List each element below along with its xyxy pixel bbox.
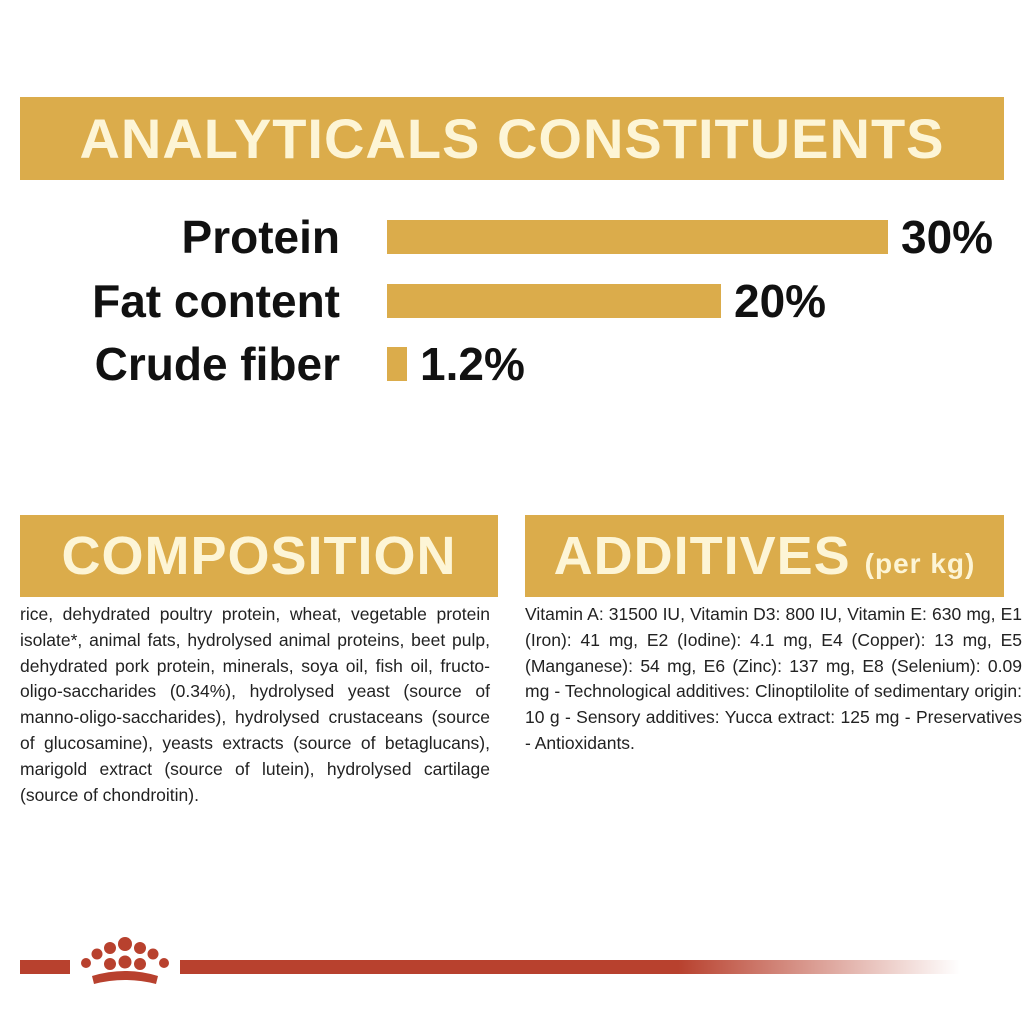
bar bbox=[387, 283, 721, 318]
category-label: Fat content bbox=[92, 274, 340, 327]
category-label: Crude fiber bbox=[94, 338, 340, 390]
value-label: 1.2% bbox=[420, 338, 525, 390]
bar bbox=[387, 347, 408, 381]
header-banner: ANALYTICALS CONSTITUENTS bbox=[20, 97, 1004, 180]
bar bbox=[387, 220, 888, 254]
composition-title: COMPOSITION bbox=[61, 526, 457, 586]
value-label: 30% bbox=[901, 211, 994, 263]
chart-title: ANALYTICALS CONSTITUENTS bbox=[79, 107, 945, 170]
additives-subtitle: (per kg) bbox=[864, 548, 976, 579]
additives-title: ADDITIVES bbox=[553, 526, 851, 586]
value-label: 20% bbox=[734, 274, 827, 327]
additives-banner: ADDITIVES (per kg) bbox=[525, 515, 1004, 597]
composition-banner: COMPOSITION bbox=[20, 515, 498, 597]
category-label: Protein bbox=[181, 211, 340, 263]
logo bbox=[70, 932, 180, 992]
additives-text: Vitamin A: 31500 IU, Vitamin D3: 800 IU,… bbox=[525, 604, 1022, 753]
footer-line bbox=[20, 960, 960, 974]
composition-text: rice, dehydrated poultry protein, wheat,… bbox=[20, 604, 490, 805]
